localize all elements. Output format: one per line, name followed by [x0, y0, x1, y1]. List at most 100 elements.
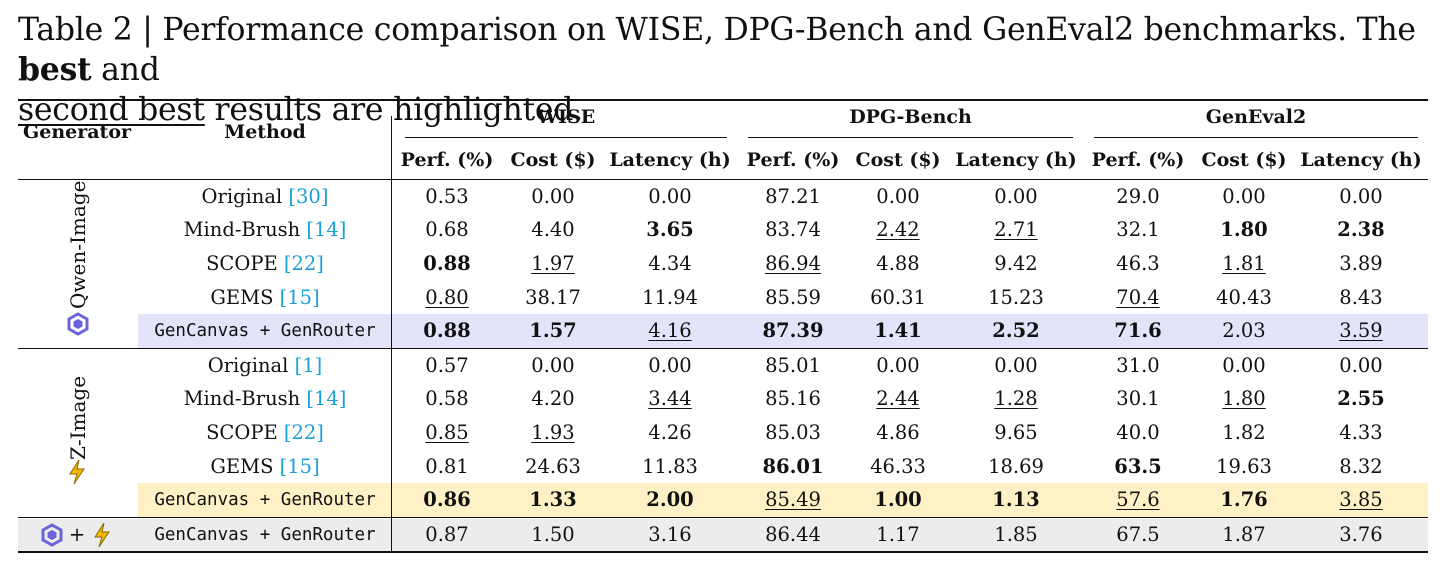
- cell-value: 3.16: [648, 523, 692, 546]
- cell-value: 1.97: [531, 252, 575, 275]
- header-method: Method: [224, 121, 306, 143]
- cell-value: 29.0: [1116, 185, 1160, 208]
- cell-value: 0.00: [994, 185, 1038, 208]
- cell-value: 86.01: [762, 455, 824, 478]
- citation-link[interactable]: [22]: [283, 252, 324, 275]
- table-cell: 1.85: [956, 523, 1076, 546]
- generator-qwen-label: Qwen-Image: [66, 180, 90, 309]
- method-label: Mind-Brush: [183, 218, 307, 241]
- table-cell: 86.44: [733, 523, 853, 546]
- cell-value: 0.85: [425, 421, 469, 444]
- table-cell: 0.00: [1184, 354, 1304, 377]
- cell-value: 1.00: [874, 488, 922, 511]
- table-cell: 1.50: [493, 523, 613, 546]
- method-name: GEMS [15]: [140, 286, 390, 309]
- table-cell: 46.33: [838, 455, 958, 478]
- table-cell: 67.5: [1078, 523, 1198, 546]
- table-cell: 8.32: [1301, 455, 1421, 478]
- table-cell: 1.93: [493, 421, 613, 444]
- cell-value: 0.58: [425, 387, 469, 410]
- table-cell: 3.65: [610, 218, 730, 241]
- cell-value: 85.49: [765, 488, 821, 511]
- table-cell: 0.81: [387, 455, 507, 478]
- header-subcol: Cost ($): [1201, 149, 1287, 171]
- citation-link[interactable]: [30]: [288, 185, 329, 208]
- cell-value: 4.16: [648, 319, 692, 342]
- table-cell: 0.87: [387, 523, 507, 546]
- table-cell: 0.88: [387, 252, 507, 275]
- combined-plus-label: +: [68, 523, 86, 546]
- top-rule: [18, 99, 1428, 101]
- cell-value: 4.88: [876, 252, 920, 275]
- zimage-bolt-icon-combined: [94, 522, 110, 548]
- citation-link[interactable]: [15]: [279, 286, 320, 309]
- header-rule: [18, 179, 1428, 180]
- cell-value: 40.43: [1216, 286, 1272, 309]
- cell-value: 18.69: [988, 455, 1044, 478]
- qwen-section-rule: [18, 348, 1428, 349]
- method-name: SCOPE [22]: [140, 252, 390, 275]
- method-label: GEMS: [210, 455, 280, 478]
- header-subcol: Perf. (%): [400, 149, 494, 171]
- method-name: Original [30]: [140, 185, 390, 208]
- citation-link[interactable]: [1]: [294, 354, 323, 377]
- table-cell: 0.00: [610, 354, 730, 377]
- cell-value: 57.6: [1116, 488, 1160, 511]
- table-cell: 8.43: [1301, 286, 1421, 309]
- citation-link[interactable]: [22]: [283, 421, 324, 444]
- table-cell: 3.76: [1301, 523, 1421, 546]
- table-cell: 70.4: [1078, 286, 1198, 309]
- method-name: GenCanvas + GenRouter: [140, 321, 390, 341]
- table-cell: 1.33: [493, 488, 613, 511]
- table-cell: 87.39: [733, 319, 853, 342]
- table-cell: 2.71: [956, 218, 1076, 241]
- combined-highlight-band: [18, 519, 1428, 552]
- cell-value: 0.87: [425, 523, 469, 546]
- citation-link[interactable]: [14]: [306, 218, 347, 241]
- cell-value: 0.00: [1222, 354, 1266, 377]
- table-cell: 9.42: [956, 252, 1076, 275]
- table-cell: 85.59: [733, 286, 853, 309]
- caption-suffix: results are highlighted.: [204, 92, 584, 128]
- method-name: GEMS [15]: [140, 455, 390, 478]
- cell-value: 0.00: [876, 354, 920, 377]
- table-cell: 4.16: [610, 319, 730, 342]
- cell-value: 4.20: [531, 387, 575, 410]
- cell-value: 8.43: [1339, 286, 1383, 309]
- method-name: Mind-Brush [14]: [140, 387, 390, 410]
- table-cell: 0.00: [493, 185, 613, 208]
- table-cell: 32.1: [1078, 218, 1198, 241]
- table-cell: 3.85: [1301, 488, 1421, 511]
- table-cell: 4.20: [493, 387, 613, 410]
- table-cell: 1.87: [1184, 523, 1304, 546]
- table-cell: 0.85: [387, 421, 507, 444]
- cell-value: 85.59: [765, 286, 821, 309]
- cell-value: 3.44: [648, 387, 692, 410]
- cell-value: 4.26: [648, 421, 692, 444]
- table-cell: 3.16: [610, 523, 730, 546]
- cell-value: 0.80: [425, 286, 469, 309]
- cell-value: 4.34: [648, 252, 692, 275]
- caption-second-best: second best: [18, 92, 205, 128]
- table-cell: 1.57: [493, 319, 613, 342]
- zimage-bolt-icon: [69, 459, 85, 485]
- table-cell: 0.00: [956, 185, 1076, 208]
- cell-value: 86.94: [765, 252, 821, 275]
- table-cell: 0.00: [610, 185, 730, 208]
- cell-value: 1.41: [874, 319, 922, 342]
- table-cell: 24.63: [493, 455, 613, 478]
- cell-value: 70.4: [1116, 286, 1160, 309]
- table-cell: 38.17: [493, 286, 613, 309]
- table-cell: 2.44: [838, 387, 958, 410]
- cell-value: 2.03: [1222, 319, 1266, 342]
- method-label: Original: [207, 354, 295, 377]
- table-cell: 0.00: [838, 354, 958, 377]
- table-cell: 2.03: [1184, 319, 1304, 342]
- group-rule-dpg: [748, 137, 1073, 138]
- citation-link[interactable]: [14]: [306, 387, 347, 410]
- table-cell: 3.59: [1301, 319, 1421, 342]
- method-name: Mind-Brush [14]: [140, 218, 390, 241]
- citation-link[interactable]: [15]: [279, 455, 320, 478]
- cell-value: 3.59: [1339, 319, 1383, 342]
- cell-value: 0.00: [1339, 354, 1383, 377]
